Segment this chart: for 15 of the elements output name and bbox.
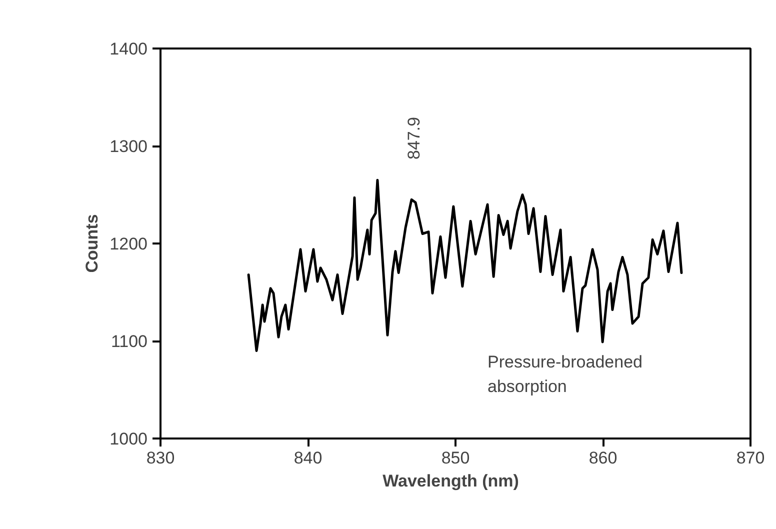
y-tick-label: 1000 [110, 430, 148, 448]
x-axis-title: Wavelength (nm) [382, 472, 519, 490]
y-tick-label: 1300 [110, 137, 148, 156]
annotation: 847.9 [404, 116, 424, 160]
x-tick-label: 840 [294, 448, 322, 468]
x-tick-label: 830 [146, 448, 175, 468]
annotation: Pressure-broadened absorption [488, 352, 642, 396]
y-axis-title: Counts [82, 214, 102, 273]
x-tick-label: 860 [588, 448, 618, 468]
y-tick-label: 1100 [110, 332, 148, 351]
x-tick-label: 870 [736, 448, 765, 468]
line-series [247, 178, 683, 352]
y-tick-label: 1200 [110, 234, 148, 254]
y-tick-label: 1400 [110, 40, 148, 58]
x-tick-label: 850 [441, 448, 470, 468]
